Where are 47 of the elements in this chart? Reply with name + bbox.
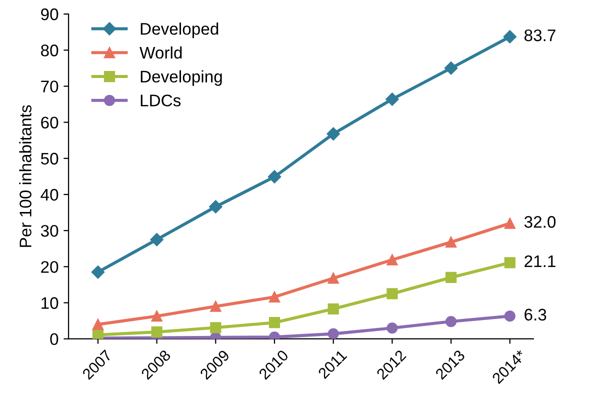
point xyxy=(209,200,222,214)
point xyxy=(386,254,398,266)
point xyxy=(328,272,339,284)
y-tick-label: 70 xyxy=(41,80,58,92)
point xyxy=(268,317,280,328)
point xyxy=(504,257,516,268)
data-label: 32.0 xyxy=(524,216,556,228)
point xyxy=(445,236,457,248)
point xyxy=(150,233,164,246)
point xyxy=(91,265,105,279)
point xyxy=(386,92,399,106)
point xyxy=(92,329,104,339)
y-tick-label: 20 xyxy=(41,261,58,273)
point xyxy=(151,310,162,322)
point xyxy=(268,291,280,303)
legend-label: LDCs xyxy=(140,94,181,106)
point xyxy=(151,326,162,338)
y-tick-label: 80 xyxy=(41,44,58,56)
y-tick-label: 40 xyxy=(40,188,58,201)
legend-label: World xyxy=(140,46,182,59)
point xyxy=(92,318,104,330)
point xyxy=(504,310,516,322)
point xyxy=(326,127,340,140)
point xyxy=(386,288,398,300)
point xyxy=(445,316,457,328)
y-tick-label: 90 xyxy=(41,8,58,20)
legend-label: Developed xyxy=(140,22,218,38)
data-label: 21.1 xyxy=(524,255,556,268)
point xyxy=(268,170,282,184)
y-tick-label: 10 xyxy=(42,297,58,309)
legend-label: Developing xyxy=(140,70,222,86)
y-tick-label: 0 xyxy=(50,333,58,346)
point xyxy=(386,322,398,334)
point xyxy=(210,322,222,334)
point xyxy=(328,328,339,339)
point xyxy=(504,218,516,229)
data-label: 83.7 xyxy=(524,29,556,42)
point xyxy=(210,300,222,312)
y-axis-title: Per 100 inhabitants xyxy=(19,105,32,247)
y-tick-label: 30 xyxy=(40,224,58,237)
data-label: 6.3 xyxy=(524,308,546,321)
y-tick-label: 50 xyxy=(40,152,58,165)
point xyxy=(445,272,457,284)
point xyxy=(328,303,339,314)
point xyxy=(503,30,516,44)
point xyxy=(444,62,458,75)
y-tick-label: 60 xyxy=(41,116,58,129)
